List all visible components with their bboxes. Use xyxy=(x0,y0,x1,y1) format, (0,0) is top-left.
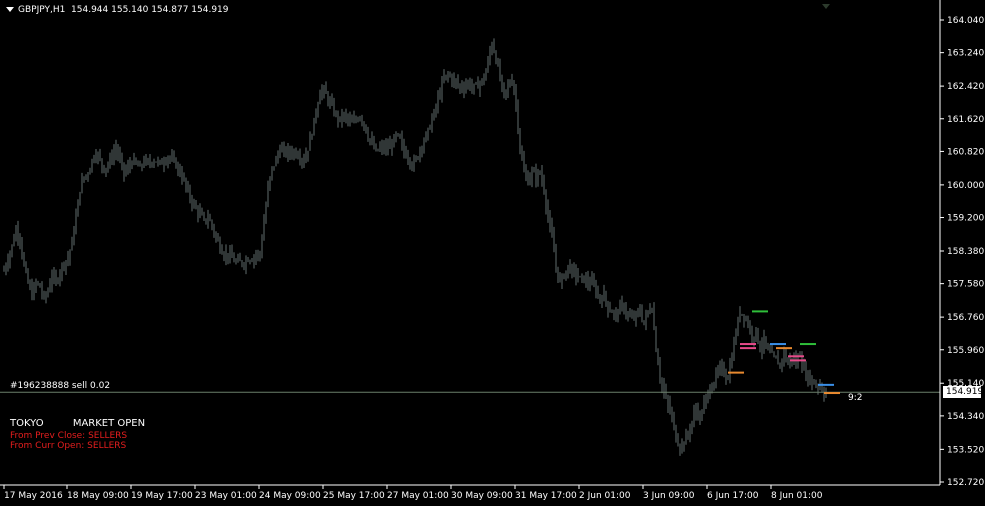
price-tick-label: 160.000 xyxy=(947,181,984,191)
price-tick-label: 164.040 xyxy=(947,16,984,26)
session-info: TOKYO MARKET OPEN xyxy=(10,418,145,429)
price-tick-label: 161.620 xyxy=(947,115,984,125)
time-tick-label: 17 May 2016 xyxy=(4,491,63,501)
time-tick-label: 31 May 17:00 xyxy=(515,491,577,501)
time-axis-ticks: 17 May 2016 18 May 09:00 19 May 17:00 23 Ma… xyxy=(3,485,823,501)
time-tick-label: 23 May 01:00 xyxy=(195,491,257,501)
candle-series xyxy=(3,38,827,456)
time-tick-label: 25 May 17:00 xyxy=(323,491,385,501)
price-tick-label: 152.720 xyxy=(947,478,984,488)
price-axis-ticks: 164.040 163.240 162.420 161.620 160.820 160.0… xyxy=(940,16,984,488)
time-tick-label: 8 Jun 01:00 xyxy=(771,491,823,501)
price-tick-label: 163.240 xyxy=(947,49,984,59)
ohlc-values: 154.944 155.140 154.877 154.919 xyxy=(71,5,229,15)
time-tick-label: 18 May 09:00 xyxy=(67,491,129,501)
time-tick-label: 3 Jun 09:00 xyxy=(643,491,695,501)
price-tick-label: 155.960 xyxy=(947,346,984,356)
session-status: MARKET OPEN xyxy=(72,418,146,429)
price-tick-label: 160.820 xyxy=(947,147,984,157)
time-tick-label: 2 Jun 01:00 xyxy=(579,491,631,501)
price-tick-label: 153.520 xyxy=(947,445,984,455)
session-name: TOKYO xyxy=(10,418,44,429)
order-label[interactable]: #196238888 sell 0.02 xyxy=(10,381,111,391)
time-tick-label: 27 May 01:00 xyxy=(387,491,449,501)
price-tick-label: 156.760 xyxy=(947,313,984,323)
symbol-label: GBPJPY,H1 xyxy=(18,5,66,15)
prev-close-status: From Prev Close: SELLERS xyxy=(10,431,128,441)
dropdown-triangle-icon[interactable] xyxy=(6,7,14,12)
time-tick-label: 19 May 17:00 xyxy=(131,491,193,501)
ratio-label: 9:2 xyxy=(848,393,863,403)
curr-open-status: From Curr Open: SELLERS xyxy=(10,441,127,451)
price-tick-label: 162.420 xyxy=(947,82,984,92)
time-tick-label: 24 May 09:00 xyxy=(259,491,321,501)
price-tick-label: 155.140 xyxy=(947,379,984,389)
level-marks xyxy=(728,310,840,395)
price-tick-label: 158.380 xyxy=(947,247,984,257)
price-tick-label: 159.200 xyxy=(947,214,984,224)
price-tick-label: 157.580 xyxy=(947,280,984,290)
time-tick-label: 6 Jun 17:00 xyxy=(707,491,759,501)
price-tick-label: 154.340 xyxy=(947,412,984,422)
shift-marker-icon xyxy=(822,4,830,9)
chart-header: GBPJPY,H1 154.944 155.140 154.877 154.91… xyxy=(6,5,229,15)
current-price-box: 154.919 xyxy=(943,386,983,399)
time-tick-label: 30 May 09:00 xyxy=(451,491,513,501)
